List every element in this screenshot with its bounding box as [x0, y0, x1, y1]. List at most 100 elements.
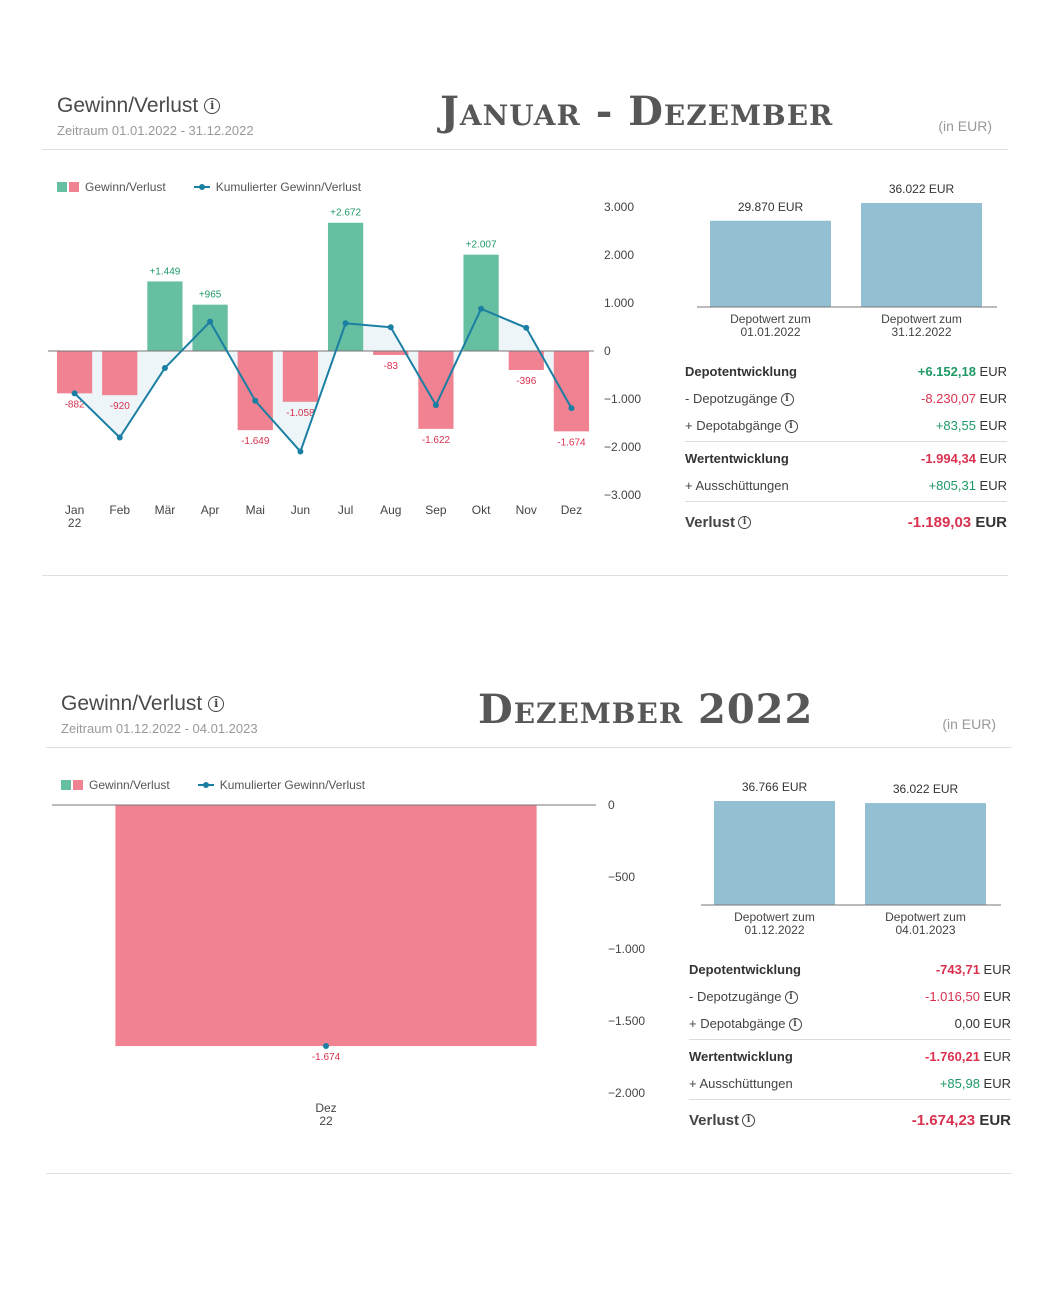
summary-label: Depotentwicklung — [689, 962, 801, 977]
row-divider — [685, 501, 1007, 502]
value-currency: EUR — [975, 1111, 1011, 1129]
legend-item-bars[interactable]: Gewinn/Verlust — [61, 778, 170, 792]
row-divider — [685, 441, 1007, 442]
summary-label: + Depotabgänge i — [689, 1016, 802, 1032]
info-icon[interactable]: i — [788, 1018, 802, 1032]
x-tick-label: Aug — [380, 503, 401, 517]
summary-row: Depotentwicklung +6.152,18 EUR — [685, 358, 1007, 385]
info-icon[interactable]: i — [204, 98, 221, 115]
value-currency: EUR — [979, 1076, 1011, 1091]
summary-row: Verlust i -1.189,03 EUR — [685, 505, 1007, 539]
data-label: -1.674 — [312, 1052, 341, 1063]
cumulative-point — [297, 448, 304, 455]
panel-year: Gewinn/Verlust i Zeitraum 01.01.2022 - 31… — [42, 80, 1008, 576]
row-divider — [689, 1039, 1011, 1040]
bar — [56, 351, 93, 394]
bar — [237, 351, 273, 431]
bar — [115, 805, 537, 1047]
legend-label: Kumulierter Gewinn/Verlust — [215, 180, 362, 194]
legend-item-bars[interactable]: Gewinn/Verlust — [57, 180, 166, 194]
summary-label: + Ausschüttungen — [685, 478, 789, 493]
depot-category-label: Depotwert zum — [881, 312, 962, 326]
data-label: -920 — [110, 401, 130, 412]
bar — [373, 351, 409, 355]
bar — [102, 351, 138, 396]
cumulative-point — [478, 305, 485, 312]
legend-item-line[interactable]: Kumulierter Gewinn/Verlust — [197, 778, 366, 792]
summary-label: Wertentwicklung — [685, 451, 789, 466]
cumulative-point — [71, 390, 78, 397]
data-label: +1.449 — [149, 266, 180, 277]
x-tick-label: Sep — [425, 503, 447, 517]
depot-bar — [865, 803, 986, 905]
data-label: +965 — [199, 290, 222, 301]
value-number: -1.760,21 — [925, 1049, 980, 1064]
cumulative-point — [161, 364, 168, 371]
y-tick-label: 0 — [604, 344, 611, 358]
y-tick-label: −2.000 — [604, 440, 641, 454]
value-number: +85,98 — [939, 1076, 980, 1091]
info-icon[interactable]: i — [738, 516, 752, 530]
info-icon[interactable]: i — [208, 696, 225, 713]
info-icon[interactable]: i — [784, 991, 798, 1005]
depot-category-label: 04.01.2023 — [895, 923, 955, 937]
x-tick-label: Jul — [338, 503, 353, 517]
summary-rows: Depotentwicklung -743,71 EUR - Depotzugäng… — [689, 956, 1011, 1137]
legend-label: Gewinn/Verlust — [85, 180, 166, 194]
summary-row: + Ausschüttungen +85,98 EUR — [689, 1070, 1011, 1097]
gain-swatch — [57, 182, 67, 192]
row-divider — [689, 1099, 1011, 1100]
summary-label: Verlust i — [685, 514, 752, 531]
summary-row: Depotentwicklung -743,71 EUR — [689, 956, 1011, 983]
value-currency: EUR — [979, 989, 1011, 1004]
bar — [327, 222, 364, 351]
value-currency: EUR — [975, 391, 1007, 406]
data-label: +2.672 — [330, 208, 361, 219]
value-number: -1.994,34 — [921, 451, 976, 466]
info-icon[interactable]: i — [742, 1114, 756, 1128]
y-tick-label: −1.000 — [604, 392, 641, 406]
summary-row: Wertentwicklung -1.760,21 EUR — [689, 1043, 1011, 1070]
info-icon[interactable]: i — [780, 393, 794, 407]
data-label: -83 — [384, 361, 399, 372]
summary-row: - Depotzugänge i -1.016,50 EUR — [689, 983, 1011, 1010]
info-icon[interactable]: i — [784, 420, 798, 434]
cumulative-line — [73, 307, 573, 454]
summary-value: +6.152,18 EUR — [918, 364, 1007, 379]
y-tick-label: −1.000 — [608, 942, 645, 956]
value-number: -1.189,03 — [907, 513, 972, 531]
y-tick-label: −3.000 — [604, 488, 641, 502]
cumulative-point — [116, 434, 123, 441]
summary-value: 0,00 EUR — [955, 1016, 1011, 1031]
legend-label: Kumulierter Gewinn/Verlust — [219, 778, 366, 792]
summary-label: Depotentwicklung — [685, 364, 797, 379]
legend-label: Gewinn/Verlust — [89, 778, 170, 792]
depot-category-label: Depotwert zum — [734, 910, 815, 924]
bar — [553, 351, 590, 432]
cumulative-point — [207, 318, 214, 325]
divider — [46, 1173, 1012, 1174]
summary-label: Verlust i — [689, 1112, 756, 1129]
value-number: -743,71 — [935, 962, 980, 977]
depot-value-label: 36.022 EUR — [893, 782, 959, 796]
legend-item-line[interactable]: Kumulierter Gewinn/Verlust — [193, 180, 362, 194]
panel-title: Gewinn/Verlust i — [57, 94, 221, 118]
depot-category-label: 01.12.2022 — [744, 923, 804, 937]
value-currency: EUR — [975, 418, 1007, 433]
value-currency: EUR — [979, 1016, 1011, 1031]
cumulative-point — [523, 324, 530, 331]
data-label: -1.649 — [241, 436, 270, 447]
summary-label: Wertentwicklung — [689, 1049, 793, 1064]
summary-value: -1.760,21 EUR — [925, 1049, 1011, 1064]
x-tick-label: Mär — [155, 503, 176, 517]
summary-value: +805,31 EUR — [929, 478, 1007, 493]
summary-value: -743,71 EUR — [936, 962, 1011, 977]
y-tick-label: −500 — [608, 870, 635, 884]
y-tick-label: 3.000 — [604, 200, 634, 214]
summary-value: -1.016,50 EUR — [925, 989, 1011, 1004]
data-label: +2.007 — [466, 240, 497, 251]
cumulative-point — [323, 1043, 329, 1050]
x-tick-label: Apr — [201, 503, 220, 517]
